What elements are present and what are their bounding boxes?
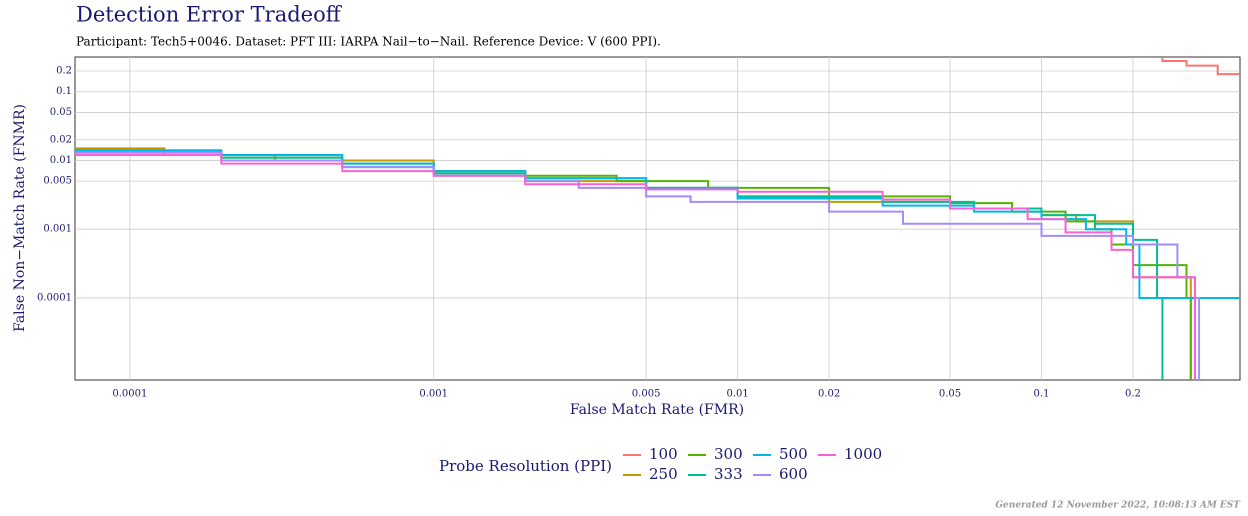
legend-label: 1000 [844,445,882,463]
y-tick-label: 0.001 [43,224,72,235]
det-curve [1132,57,1240,87]
y-tick-label: 0.005 [43,176,72,187]
det-curve [75,154,1197,380]
x-tick-label: 0.0001 [112,389,147,400]
legend-label: 300 [714,445,743,463]
y-tick-label: 0.1 [56,86,72,97]
x-tick-label: 0.02 [818,389,840,400]
x-tick-label: 0.005 [632,389,661,400]
footer: Generated 12 November 2022, 10:08:13 AM … [995,501,1241,511]
det-curve [75,147,1192,380]
x-tick-label: 0.05 [939,389,961,400]
y-axis-label: False Non−Match Rate (FNMR) [12,104,28,332]
y-tick-label: 0.02 [50,134,72,145]
chart-subtitle: Participant: Tech5+0046. Dataset: PFT II… [76,35,661,49]
x-tick-label: 0.01 [726,389,748,400]
x-tick-label: 0.001 [419,389,448,400]
x-tick-label: 0.1 [1034,389,1050,400]
chart-title: Detection Error Tradeoff [76,3,343,27]
plot-frame [74,56,1241,381]
x-tick-label: 0.2 [1125,389,1141,400]
y-tick-label: 0.01 [50,155,72,166]
legend-label: 250 [649,465,678,483]
legend-label: 333 [714,465,743,483]
det-curve [75,151,1201,380]
legend-label: 600 [779,465,808,483]
det-curve [75,151,1192,380]
y-tick-label: 0.0001 [37,292,72,303]
legend-label: 500 [779,445,808,463]
y-tick-label: 0.2 [56,66,72,77]
y-tick-label: 0.05 [50,107,72,118]
legend-title: Probe Resolution (PPI) [439,457,612,475]
legend-label: 100 [649,445,678,463]
x-axis-label: False Match Rate (FMR) [570,402,744,418]
